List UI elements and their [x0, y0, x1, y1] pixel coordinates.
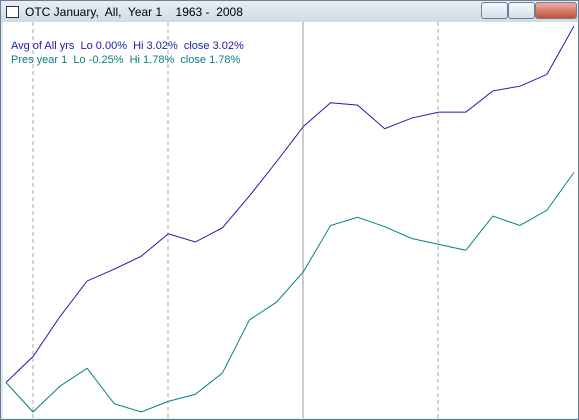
chart: Avg of All yrs Lo 0.00% Hi 3.02% close 3… [3, 22, 578, 418]
legend-entry: Avg of All yrs Lo 0.00% Hi 3.02% close 3… [11, 40, 244, 52]
window-icon [6, 6, 19, 18]
legend-entry: Pres year 1 Lo -0.25% Hi 1.78% close 1.7… [11, 54, 241, 66]
series-line [5, 25, 575, 383]
title-bar: OTC January, All, Year 1 1963 - 2008 [1, 1, 578, 22]
minimize-button[interactable] [481, 2, 508, 19]
maximize-button[interactable] [508, 2, 535, 19]
close-button[interactable] [535, 2, 577, 19]
window-title: OTC January, All, Year 1 1963 - 2008 [25, 5, 243, 19]
series-line [5, 172, 575, 413]
